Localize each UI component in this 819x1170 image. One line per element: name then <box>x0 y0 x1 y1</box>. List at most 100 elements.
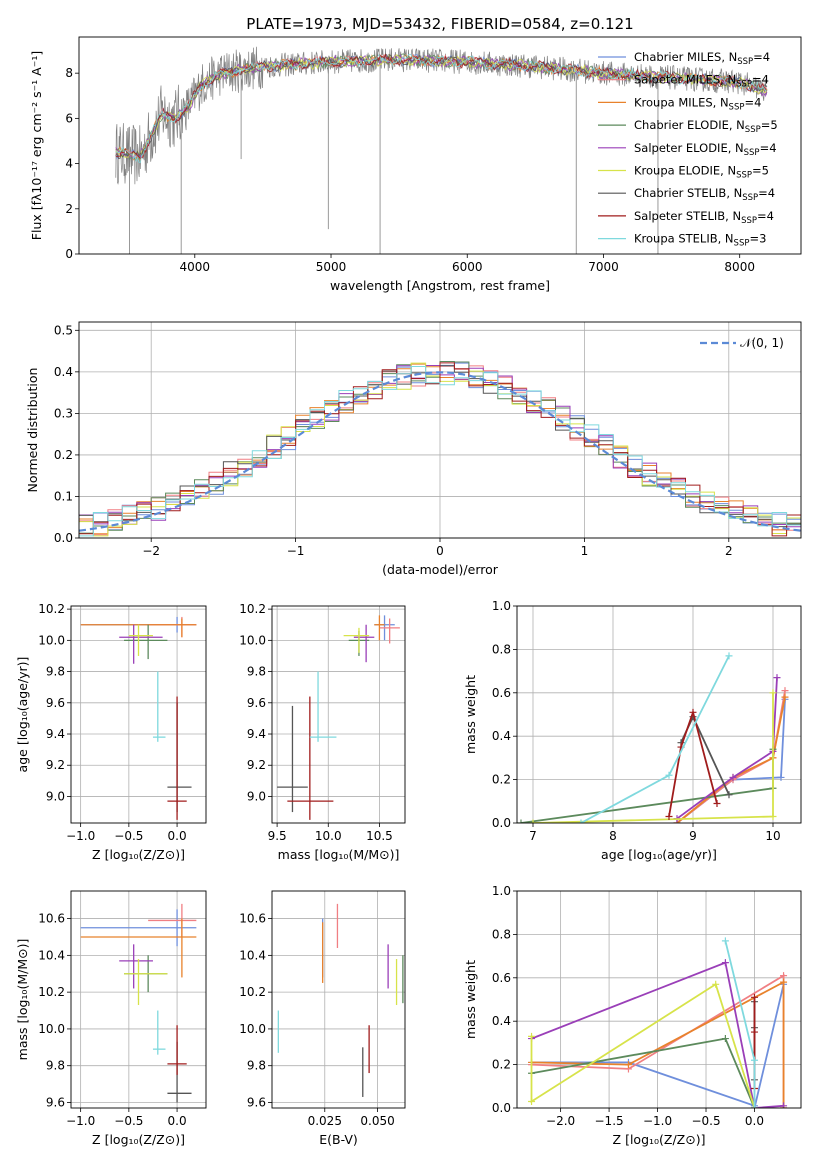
model-fit-line <box>115 53 768 159</box>
y-tick-label: 4 <box>65 157 73 171</box>
axes-frame <box>271 605 406 824</box>
y-tick-label: 10.2 <box>38 602 65 616</box>
x-tick-label: 7000 <box>588 260 619 274</box>
x-tick-label: −1.0 <box>66 829 95 843</box>
axes-frame <box>78 321 802 539</box>
y-tick-label: 9.8 <box>46 1059 65 1073</box>
legend-entry: Salpeter ELODIE, NSSP=4 <box>634 141 777 158</box>
y-tick-label: 0.8 <box>492 927 511 941</box>
x-axis-label: wavelength [Angstrom, rest frame] <box>330 278 550 293</box>
x-tick-label: 0.025 <box>308 1114 342 1128</box>
plus-marker <box>712 980 720 988</box>
mass-weight-vs-metallicity-panel: −2.0 −1.5 −1.0 −0.5 0.0 0.0 0.2 0.4 0.6 0.8 1.0 Z [… <box>463 884 802 1147</box>
y-tick-label: 6 <box>65 111 73 125</box>
spectrum-panel: 4000 5000 6000 7000 8000 0 2 4 6 8 wavelength [Ang… <box>29 36 802 293</box>
plot-area <box>528 937 788 1108</box>
y-tick-label: 10.2 <box>38 985 65 999</box>
x-tick-label: 0.0 <box>745 1114 764 1128</box>
y-axis-label: Flux [fλ10⁻¹⁷ erg cm⁻² s⁻¹ A⁻¹] <box>29 51 44 240</box>
mass-weight-line <box>531 961 784 1108</box>
y-tick-label: 9.2 <box>46 758 65 772</box>
y-tick-label: 8 <box>65 66 73 80</box>
y-tick-label: 9.0 <box>46 789 65 803</box>
legend-entry: 𝒩(0, 1) <box>740 336 784 350</box>
y-tick-label: 0.1 <box>54 489 73 503</box>
legend-entry: Salpeter STELIB, NSSP=4 <box>634 209 774 226</box>
y-axis-label: age [log₁₀(age/yr)] <box>15 657 30 773</box>
x-tick-label: 0.0 <box>168 1114 187 1128</box>
y-tick-label: 9.4 <box>46 727 65 741</box>
plus-marker <box>721 959 729 967</box>
figure-title: PLATE=1973, MJD=53432, FIBERID=0584, z=0… <box>246 15 633 33</box>
y-tick-label: 0.0 <box>492 816 511 830</box>
x-axis-label: Z [log₁₀(Z/Z⊙)] <box>613 1132 706 1147</box>
y-tick-label: 10.4 <box>239 948 266 962</box>
y-tick-label: 10.0 <box>239 633 266 647</box>
x-tick-label: −0.5 <box>114 829 143 843</box>
x-tick-label: 2 <box>725 544 733 558</box>
legend-entry: Kroupa STELIB, NSSP=3 <box>634 232 766 249</box>
x-tick-label: 1 <box>581 544 589 558</box>
y-tick-label: 9.6 <box>247 1095 266 1109</box>
mass-weight-line <box>668 709 718 817</box>
x-axis-label: E(B-V) <box>319 1132 358 1147</box>
y-axis-label: mass weight <box>463 675 478 754</box>
axes-frame <box>70 605 207 824</box>
y-tick-label: 10.2 <box>239 985 266 999</box>
y-tick-label: 9.8 <box>247 665 266 679</box>
plus-marker <box>750 1056 758 1064</box>
plus-marker <box>713 799 721 807</box>
plot-area <box>277 903 404 1097</box>
age-vs-mass-panel: 9.5 10.0 10.5 9.0 9.2 9.4 9.6 9.8 10.0 10.2 mass [… <box>239 602 406 862</box>
normal-curve <box>79 371 801 532</box>
residual-histogram-panel: −2 −1 0 1 2 0.0 0.1 0.2 0.3 0.4 0.5 (data-model)/er… <box>25 321 802 577</box>
x-tick-label: 10 <box>765 829 780 843</box>
x-tick-label: 9.5 <box>268 829 287 843</box>
legend-entry: Kroupa MILES, NSSP=4 <box>634 95 761 112</box>
residual-histogram <box>79 366 801 537</box>
plus-marker <box>750 1028 758 1036</box>
y-tick-label: 0.2 <box>492 1058 511 1072</box>
y-tick-label: 10.2 <box>239 602 266 616</box>
x-tick-label: 10.5 <box>366 829 393 843</box>
y-tick-label: 10.0 <box>38 1022 65 1036</box>
y-tick-label: 9.0 <box>247 789 266 803</box>
y-tick-label: 10.6 <box>239 912 266 926</box>
plus-marker <box>577 819 585 823</box>
x-tick-label: 8 <box>609 829 617 843</box>
plus-marker <box>665 812 673 820</box>
x-tick-label: −1.0 <box>643 1114 672 1128</box>
y-tick-label: 9.6 <box>46 1095 65 1109</box>
x-tick-label: 0.050 <box>360 1114 394 1128</box>
x-tick-label: 7 <box>529 829 537 843</box>
y-tick-label: 0.6 <box>492 971 511 985</box>
plot-area <box>277 615 400 820</box>
plus-marker <box>624 1061 632 1069</box>
mass-vs-metallicity-panel: −1.0 −0.5 0.0 9.6 9.8 10.0 10.2 10.4 10.6 Z [log₁… <box>15 890 207 1147</box>
axes-frame <box>70 890 207 1109</box>
plus-marker <box>529 819 537 823</box>
plus-marker <box>721 937 729 945</box>
x-tick-label: 0 <box>436 544 444 558</box>
plus-marker <box>781 693 789 701</box>
y-tick-label: 10.0 <box>38 633 65 647</box>
x-axis-label: (data-model)/error <box>382 562 499 577</box>
mass-weight-vs-age-panel: 7 8 9 10 0.0 0.2 0.4 0.6 0.8 1.0 age [log₁₀(age/yr… <box>463 599 802 862</box>
legend-entry: Salpeter MILES, NSSP=4 <box>634 73 769 90</box>
y-tick-label: 0.0 <box>54 531 73 545</box>
y-tick-label: 0.4 <box>492 1014 511 1028</box>
plus-marker <box>773 674 781 682</box>
mass-weight-line <box>520 749 774 823</box>
plus-marker <box>528 1032 536 1040</box>
y-tick-label: 0.4 <box>492 729 511 743</box>
mass-weight-line <box>676 677 778 820</box>
mass-weight-line <box>676 696 786 823</box>
y-tick-label: 0.6 <box>492 686 511 700</box>
plus-marker <box>780 972 788 980</box>
x-tick-label: 10.0 <box>315 829 342 843</box>
y-tick-label: 9.2 <box>247 758 266 772</box>
x-tick-label: −1.0 <box>66 1114 95 1128</box>
plus-marker <box>769 812 777 820</box>
x-axis-label: age [log₁₀(age/yr)] <box>601 847 717 862</box>
